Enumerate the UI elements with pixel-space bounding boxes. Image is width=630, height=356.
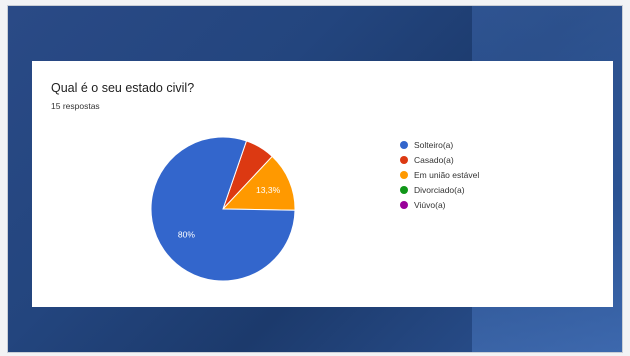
pie-slice-label: 80%	[178, 230, 195, 240]
legend-swatch	[400, 155, 408, 164]
legend-swatch	[400, 140, 408, 149]
pie-slice-label: 13,3%	[256, 185, 281, 195]
chart-card	[32, 61, 613, 307]
response-count: 15 respostas	[51, 101, 100, 111]
pie-slice-solteiro-a[interactable]	[150, 136, 296, 282]
legend-label: Viúvo(a)	[414, 199, 446, 210]
pie-slice-em-uni-o-est-vel[interactable]	[221, 155, 296, 211]
legend-swatch	[400, 185, 408, 194]
legend-label: Casado(a)	[414, 154, 454, 165]
chart-legend: Solteiro(a) Casado(a) Em união estável Divo…	[400, 137, 479, 212]
legend-item[interactable]: Em união estável	[400, 167, 479, 182]
legend-swatch	[400, 200, 408, 209]
legend-item[interactable]: Divorciado(a)	[400, 182, 479, 197]
legend-label: Em união estável	[414, 169, 480, 180]
legend-item[interactable]: Solteiro(a)	[400, 137, 479, 152]
legend-swatch	[400, 170, 408, 179]
pie-chart: 13,3% 80%	[150, 136, 296, 282]
legend-item[interactable]: Casado(a)	[400, 152, 479, 167]
legend-label: Solteiro(a)	[414, 139, 454, 150]
legend-item[interactable]: Viúvo(a)	[400, 197, 479, 212]
legend-label: Divorciado(a)	[414, 184, 465, 195]
chart-title: Qual é o seu estado civil?	[51, 81, 195, 95]
